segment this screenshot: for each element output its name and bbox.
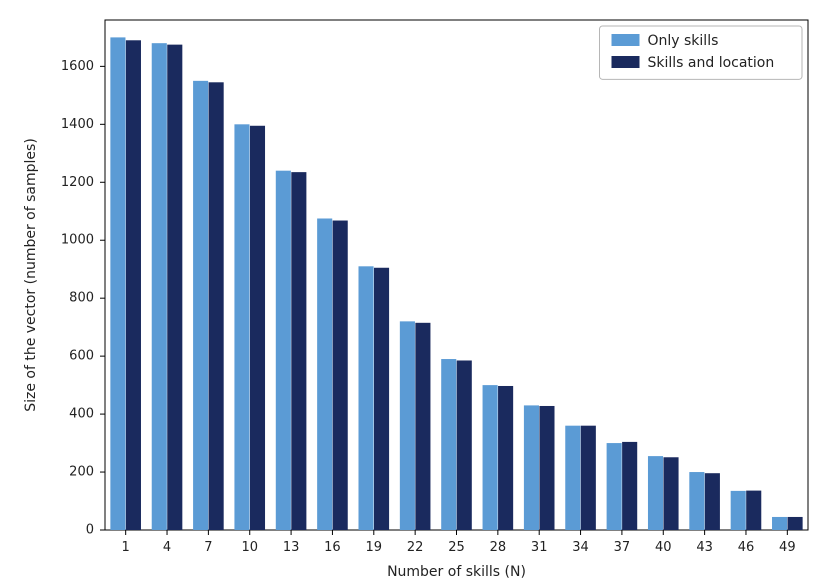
x-tick-label: 13: [283, 540, 300, 555]
y-tick-label: 600: [69, 349, 94, 364]
legend-swatch: [612, 56, 640, 68]
bar: [441, 359, 456, 530]
bar: [276, 171, 291, 530]
bar: [152, 43, 167, 530]
x-axis-label: Number of skills (N): [387, 564, 526, 580]
y-tick-label: 0: [86, 523, 94, 538]
x-tick-label: 4: [163, 540, 171, 555]
bar: [622, 442, 637, 530]
bar: [250, 126, 265, 530]
bar: [209, 82, 224, 530]
bar: [358, 266, 373, 530]
x-tick-label: 10: [241, 540, 258, 555]
x-tick-label: 43: [696, 540, 713, 555]
bar: [126, 40, 141, 530]
bar: [788, 517, 803, 530]
bar: [607, 443, 622, 530]
bar: [581, 426, 596, 530]
x-tick-label: 40: [655, 540, 672, 555]
y-axis-label: Size of the vector (number of samples): [23, 138, 39, 412]
x-tick-label: 25: [448, 540, 465, 555]
chart-container: 0 200 400 600 800 1000 1200 1400 1600 1 4 7 10 13 16 19…: [0, 0, 828, 587]
bar: [565, 426, 580, 530]
bar: [539, 406, 554, 530]
y-tick-label: 400: [69, 407, 94, 422]
x-tick-label: 46: [738, 540, 755, 555]
bar: [374, 268, 389, 530]
bar: [234, 124, 249, 530]
y-tick-label: 800: [69, 291, 94, 306]
y-tick-label: 1000: [61, 233, 94, 248]
bar: [483, 385, 498, 530]
bar: [689, 472, 704, 530]
bar-chart: 0 200 400 600 800 1000 1200 1400 1600 1 4 7 10 13 16 19…: [0, 0, 828, 587]
x-tick-label: 37: [614, 540, 631, 555]
x-tick-label: 22: [407, 540, 424, 555]
bar: [731, 491, 746, 530]
bar: [415, 323, 430, 530]
x-tick-label: 1: [122, 540, 130, 555]
bar: [457, 360, 472, 530]
x-tick-label: 31: [531, 540, 548, 555]
y-tick-label: 1400: [61, 117, 94, 132]
x-tick-label: 49: [779, 540, 796, 555]
legend-label: Only skills: [648, 33, 719, 49]
y-tick-label: 1200: [61, 175, 94, 190]
bar: [291, 172, 306, 530]
bar: [772, 517, 787, 530]
bar: [333, 221, 348, 530]
x-tick-label: 7: [204, 540, 212, 555]
bar: [400, 321, 415, 530]
x-tick-label: 28: [490, 540, 507, 555]
legend-label: Skills and location: [648, 55, 775, 71]
bar: [746, 491, 761, 530]
y-tick-label: 200: [69, 465, 94, 480]
legend-swatch: [612, 34, 640, 46]
bar: [193, 81, 208, 530]
bar: [524, 405, 539, 530]
bar: [498, 386, 513, 530]
bar: [663, 457, 678, 530]
x-tick-label: 16: [324, 540, 341, 555]
bar: [317, 218, 332, 530]
x-tick-label: 34: [572, 540, 589, 555]
bar: [110, 37, 125, 530]
bar: [167, 45, 182, 530]
y-tick-label: 1600: [61, 59, 94, 74]
x-tick-label: 19: [366, 540, 383, 555]
bar: [705, 473, 720, 530]
bar: [648, 456, 663, 530]
legend: Only skills Skills and location: [600, 26, 803, 79]
